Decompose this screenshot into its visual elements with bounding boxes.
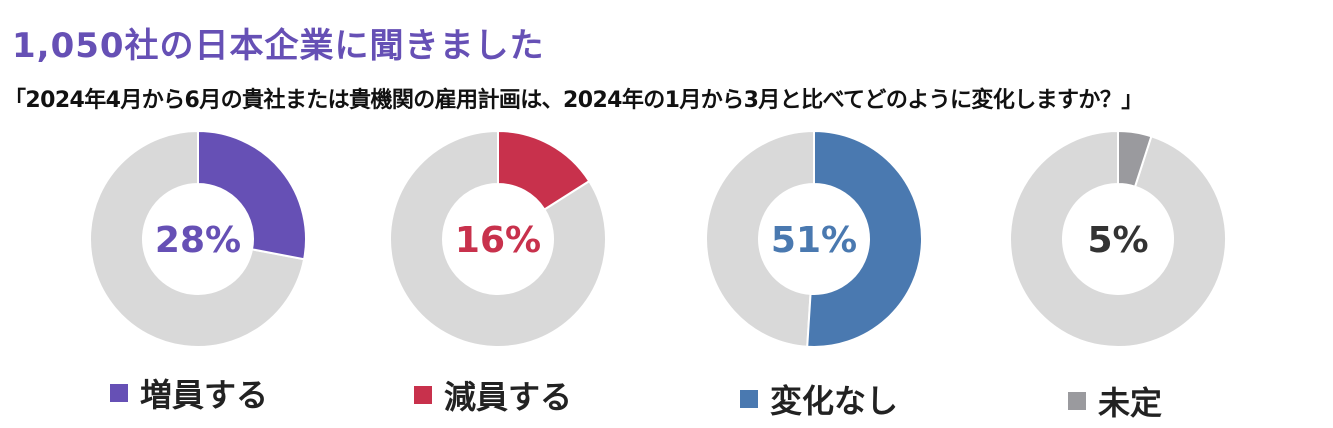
legend-label: 未定 [1098, 384, 1163, 422]
legend-label: 増員する [140, 376, 269, 414]
legend-label: 変化なし [770, 382, 899, 420]
legend-item-decrease: 減員する [414, 372, 572, 418]
donut-slice-decrease [497, 129, 591, 211]
donut-slice-remainder-no-change [705, 129, 815, 348]
page-title: 1,050社の日本企業に聞きました [12, 26, 545, 66]
legend-swatch [414, 386, 432, 404]
donut-slice-remainder-decrease [389, 129, 607, 348]
donut-value-label-decrease: 16% [455, 220, 541, 261]
donut-slice-remainder-undecided [1009, 129, 1227, 348]
donut-value-label-increase: 28% [155, 220, 241, 261]
donut-value-label-undecided: 5% [1087, 220, 1148, 261]
donut-slice-increase [197, 129, 307, 261]
legend-item-no-change: 変化なし [740, 376, 898, 422]
legend-item-undecided: 未定 [1068, 378, 1162, 424]
legend-item-increase: 増員する [110, 370, 268, 416]
survey-question: 「2024年4月から6月の貴社または貴機関の雇用計画は、2024年の1月から3月… [4, 88, 1143, 113]
legend-swatch [740, 390, 758, 408]
legend-label: 減員する [444, 378, 573, 416]
donut-value-label-no-change: 51% [771, 220, 857, 261]
donut-slice-no-change [806, 129, 923, 348]
donut-slice-remainder-increase [89, 129, 306, 348]
legend-swatch [110, 384, 128, 402]
legend-swatch [1068, 392, 1086, 410]
donut-slice-undecided [1117, 129, 1153, 188]
